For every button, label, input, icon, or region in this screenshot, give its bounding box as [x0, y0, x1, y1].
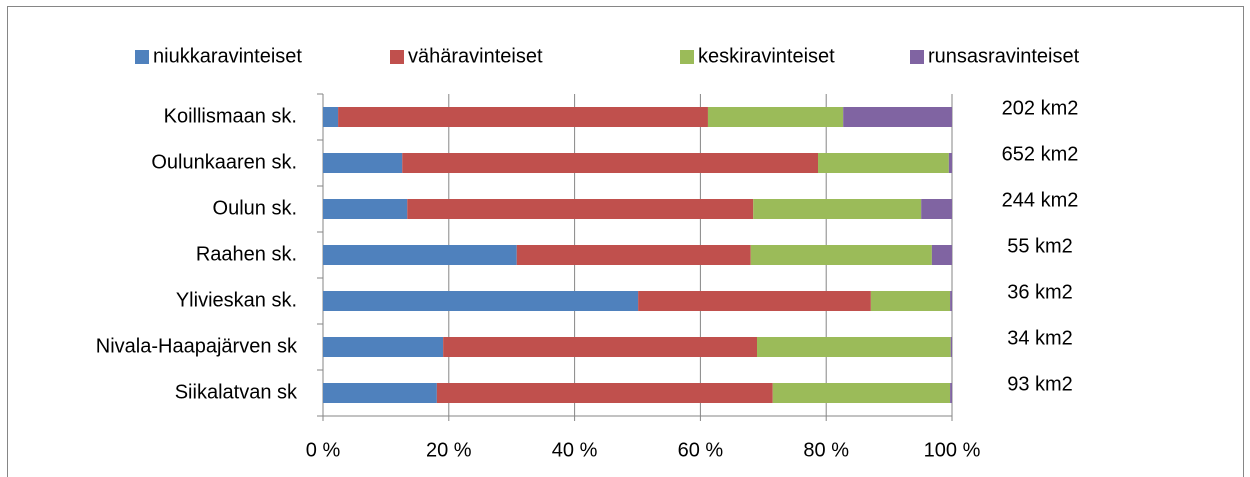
annotation: 93 km2	[1007, 373, 1073, 395]
annotation: 34 km2	[1007, 327, 1073, 349]
y-tick-label: Ylivieskan sk.	[176, 289, 297, 311]
x-tick-label: 80 %	[803, 439, 849, 461]
bar-segment	[772, 383, 951, 403]
bar-segment	[921, 199, 952, 219]
bar-segment	[750, 245, 932, 265]
y-tick-label: Raahen sk.	[196, 243, 297, 265]
legend-label: keskiravinteiset	[698, 45, 835, 67]
bar-segment	[436, 383, 773, 403]
bar-segment	[950, 337, 952, 357]
bar-segment	[638, 291, 871, 311]
bar-segment	[323, 291, 639, 311]
bar-segment	[931, 245, 952, 265]
bar-segment	[948, 153, 952, 173]
bar-segment	[338, 107, 708, 127]
bar-segment	[323, 245, 517, 265]
bar-segment	[323, 153, 403, 173]
annotation: 55 km2	[1007, 235, 1073, 257]
x-tick-label: 40 %	[552, 439, 598, 461]
bar-segment	[402, 153, 819, 173]
bar-segment	[443, 337, 758, 357]
legend-label: runsasravinteiset	[928, 45, 1080, 67]
legend-swatch	[680, 50, 694, 64]
bar-segment	[323, 199, 408, 219]
annotation: 652 km2	[1002, 143, 1079, 165]
annotation: 202 km2	[1002, 97, 1079, 119]
bar-segment	[753, 199, 922, 219]
annotation: 36 km2	[1007, 281, 1073, 303]
legend-swatch	[910, 50, 924, 64]
bar-segment	[870, 291, 951, 311]
legend-swatch	[135, 50, 149, 64]
bar-segment	[757, 337, 951, 357]
bar-segment	[323, 337, 444, 357]
y-tick-label: Koillismaan sk.	[164, 105, 297, 127]
y-tick-label: Oulun sk.	[213, 197, 297, 219]
legend-label: vähäravinteiset	[408, 45, 543, 67]
bar-segment	[818, 153, 949, 173]
bar-segment	[950, 383, 952, 403]
x-tick-label: 0 %	[306, 439, 341, 461]
y-tick-label: Siikalatvan sk	[175, 381, 298, 403]
y-tick-label: Oulunkaaren sk.	[151, 151, 297, 173]
legend-swatch	[390, 50, 404, 64]
x-tick-label: 60 %	[678, 439, 724, 461]
bar-segment	[950, 291, 952, 311]
bar-segment	[407, 199, 754, 219]
y-tick-label: Nivala-Haapajärven sk	[96, 335, 298, 357]
x-tick-label: 20 %	[426, 439, 472, 461]
bar-segment	[843, 107, 952, 127]
bar-segment	[707, 107, 844, 127]
annotation: 244 km2	[1002, 189, 1079, 211]
legend-label: niukkaravinteiset	[153, 45, 302, 67]
bar-segment	[323, 383, 437, 403]
x-tick-label: 100 %	[924, 439, 981, 461]
bar-segment	[323, 107, 339, 127]
bar-segment	[516, 245, 751, 265]
